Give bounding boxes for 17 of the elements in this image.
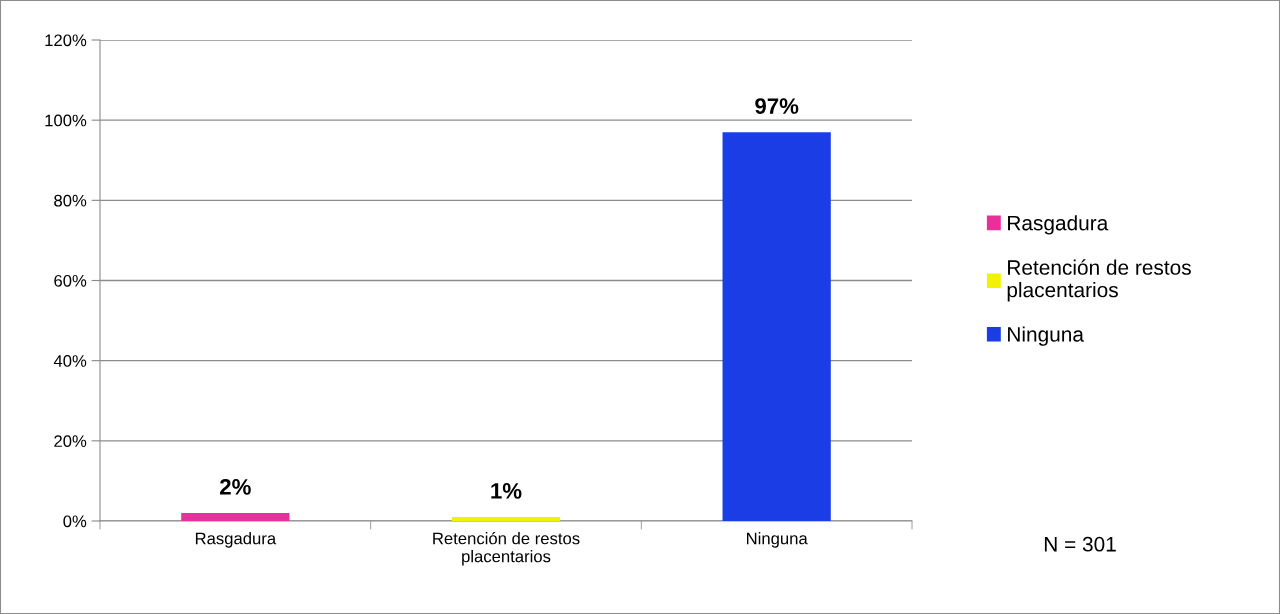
x-tick-label: Retención de restos placentarios — [433, 531, 580, 566]
y-tick-label: 80% — [54, 194, 87, 207]
y-tick-label: 40% — [53, 355, 87, 367]
x-tick-label: Ninguna — [746, 532, 808, 548]
legend-label: Ninguna — [1008, 326, 1084, 346]
y-tick-label: 0% — [63, 515, 87, 528]
data-label: 2% — [220, 478, 251, 495]
x-tick-label: Rasgadura — [195, 532, 277, 548]
text: N = 301 — [1044, 536, 1116, 552]
y-tick-label: 100% — [45, 114, 87, 127]
y-tick-label: 120% — [45, 34, 87, 47]
legend-label: Retención de restos placentarios — [1007, 259, 1191, 302]
legend-label: Rasgadura — [1008, 215, 1109, 235]
y-tick-label: 20% — [54, 435, 87, 448]
data-label: 97% — [755, 98, 799, 114]
y-tick-label: 60% — [54, 274, 87, 287]
data-label: 1% — [491, 483, 522, 499]
